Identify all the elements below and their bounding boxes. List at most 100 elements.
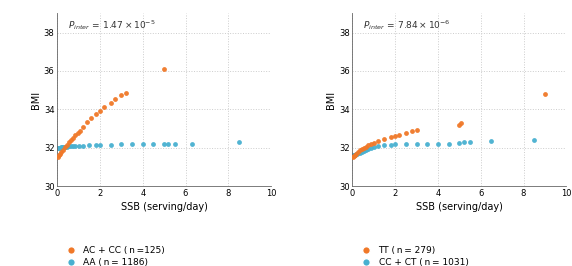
Point <box>75 129 84 133</box>
Point <box>455 123 464 127</box>
Point <box>100 105 109 110</box>
Point <box>349 154 359 159</box>
X-axis label: SSB (serving/day): SSB (serving/day) <box>121 202 208 212</box>
Point <box>170 142 180 146</box>
Point <box>96 109 105 113</box>
Point <box>358 149 367 154</box>
Point <box>455 141 464 145</box>
Point <box>350 152 359 157</box>
Point <box>349 153 358 157</box>
Legend: AC + CC ( n =125), AA ( n = 1186): AC + CC ( n =125), AA ( n = 1186) <box>62 246 165 266</box>
Point <box>351 152 360 157</box>
Point <box>355 151 364 155</box>
Point <box>487 139 496 143</box>
Point <box>352 152 361 156</box>
Point <box>362 144 371 149</box>
Point <box>91 143 100 148</box>
Point <box>369 141 378 145</box>
Point <box>82 120 92 124</box>
Point <box>348 153 358 157</box>
Point <box>459 140 468 144</box>
Point <box>138 142 148 146</box>
Point <box>55 146 65 150</box>
Point <box>66 144 76 148</box>
Point <box>353 150 362 154</box>
Legend: TT ( n = 279), CC + CT ( n = 1031): TT ( n = 279), CC + CT ( n = 1031) <box>357 246 468 266</box>
Point <box>380 143 389 148</box>
Point <box>106 143 115 147</box>
Point <box>412 142 421 146</box>
Text: $P_{\mathit{inter}}$$\,=\,7.84 \times 10^{-6}$: $P_{\mathit{inter}}$$\,=\,7.84 \times 10… <box>363 19 451 32</box>
Point <box>358 147 367 151</box>
Point <box>423 142 432 146</box>
Point <box>351 153 360 157</box>
Point <box>62 143 72 147</box>
Text: $P_{\mathit{inter}}$$\,=\,1.47 \times 10^{-5}$: $P_{\mathit{inter}}$$\,=\,1.47 \times 10… <box>68 19 156 32</box>
Point <box>55 152 64 156</box>
Point <box>380 137 389 141</box>
Point <box>117 142 126 147</box>
Point <box>53 146 62 150</box>
Point <box>395 132 404 137</box>
Point <box>54 155 63 160</box>
Point <box>349 155 358 160</box>
Point <box>55 146 64 150</box>
Point <box>91 112 100 116</box>
Point <box>110 97 120 101</box>
Point <box>366 142 375 147</box>
Point <box>386 143 395 147</box>
Point <box>444 142 453 146</box>
X-axis label: SSB (serving/day): SSB (serving/day) <box>416 202 503 212</box>
Point <box>374 139 383 143</box>
Point <box>369 145 378 149</box>
Point <box>366 146 375 150</box>
Point <box>74 144 83 148</box>
Point <box>391 142 400 147</box>
Point <box>57 145 66 149</box>
Point <box>354 151 363 155</box>
Point <box>355 148 364 152</box>
Point <box>530 138 539 142</box>
Point <box>66 138 76 142</box>
Point <box>60 145 69 149</box>
Point <box>402 142 411 146</box>
Point <box>58 148 67 152</box>
Point <box>352 151 361 156</box>
Point <box>149 142 158 146</box>
Point <box>541 92 550 96</box>
Point <box>164 142 173 146</box>
Point <box>54 153 63 157</box>
Point <box>408 129 417 134</box>
Point <box>360 146 369 150</box>
Point <box>412 128 421 133</box>
Y-axis label: BMI: BMI <box>326 91 336 109</box>
Point <box>360 148 369 153</box>
Point <box>87 116 96 120</box>
Point <box>54 146 63 150</box>
Point <box>362 148 371 152</box>
Point <box>65 144 74 148</box>
Point <box>96 143 105 147</box>
Point <box>57 150 66 154</box>
Point <box>352 151 362 156</box>
Point <box>58 145 67 149</box>
Point <box>160 142 169 146</box>
Point <box>69 144 78 148</box>
Point <box>65 140 74 144</box>
Point <box>364 147 373 151</box>
Point <box>402 131 411 135</box>
Point <box>374 144 383 148</box>
Point <box>106 101 115 105</box>
Point <box>457 121 466 125</box>
Point <box>466 140 475 144</box>
Point <box>117 93 126 97</box>
Point <box>69 136 78 140</box>
Point <box>364 143 373 148</box>
Point <box>71 133 80 138</box>
Point <box>188 142 197 146</box>
Point <box>235 140 244 144</box>
Point <box>62 145 72 149</box>
Point <box>85 143 94 148</box>
Y-axis label: BMI: BMI <box>31 91 41 109</box>
Point <box>121 91 130 95</box>
